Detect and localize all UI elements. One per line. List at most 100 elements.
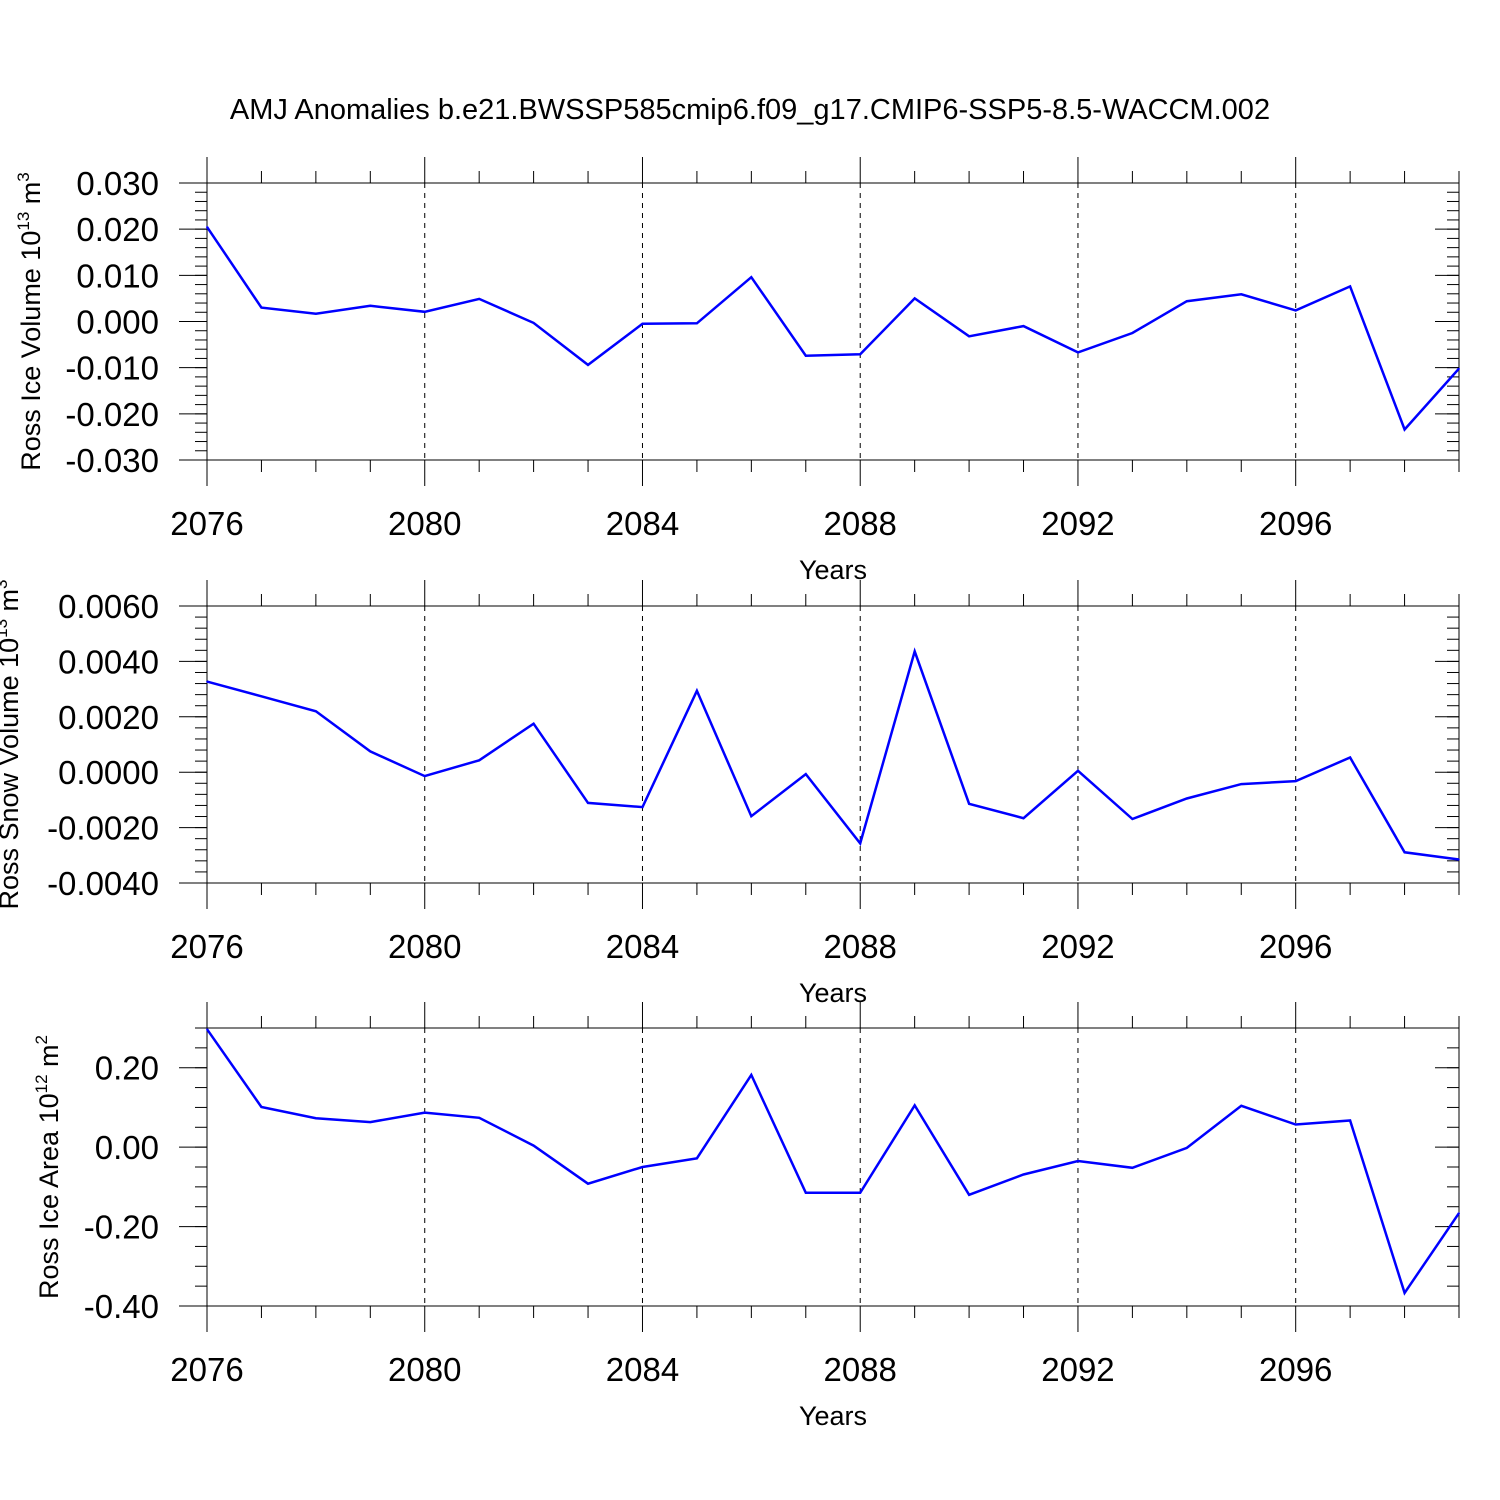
data-point	[750, 276, 753, 278]
y-axis-label-superscript: 13	[14, 212, 33, 231]
data-point	[859, 1192, 862, 1194]
data-point	[696, 322, 698, 325]
data-point	[206, 1028, 208, 1030]
data-point	[804, 354, 807, 357]
data-point	[1240, 293, 1243, 296]
data-point	[587, 802, 589, 804]
x-axis-label: Years	[799, 978, 867, 1008]
x-tick-label: 2080	[388, 1351, 461, 1388]
y-axis-label: Ross Ice Volume 1013 m3	[14, 172, 46, 471]
data-point	[587, 1182, 589, 1185]
y-axis-label-text: m	[16, 182, 46, 212]
x-tick-label: 2084	[606, 505, 679, 542]
data-point	[1240, 1105, 1243, 1107]
data-point	[423, 1111, 426, 1114]
data-point	[968, 335, 970, 338]
data-point	[696, 689, 698, 692]
plot-frame	[206, 605, 1460, 884]
data-point	[1458, 858, 1460, 861]
x-tick-label: 2096	[1259, 505, 1332, 542]
data-point	[1294, 780, 1297, 782]
data-point	[804, 1192, 807, 1194]
data-point	[532, 322, 535, 324]
data-point	[1131, 818, 1134, 820]
y-axis-label-superscript: 3	[14, 172, 33, 181]
x-tick-label: 2088	[824, 505, 897, 542]
y-axis-label-superscript: 13	[0, 619, 11, 638]
data-point	[1349, 285, 1351, 288]
y-axis-label-text: m	[34, 1044, 64, 1074]
y-tick-label: 0.000	[76, 304, 159, 341]
data-point	[532, 722, 535, 725]
y-tick-label: -0.020	[65, 396, 159, 433]
data-point	[1458, 367, 1460, 370]
data-point	[641, 1166, 644, 1168]
data-point	[478, 759, 480, 762]
y-axis-label-superscript: 2	[32, 1035, 51, 1044]
data-point	[423, 775, 426, 777]
data-point	[369, 1121, 372, 1123]
data-point	[1294, 1123, 1297, 1126]
data-point	[206, 680, 208, 683]
y-tick-label: -0.0040	[47, 865, 159, 902]
y-tick-label: 0.20	[95, 1050, 159, 1087]
data-point	[532, 1144, 535, 1147]
y-tick-label: -0.0020	[47, 810, 159, 847]
panel-1: 0.030 0.020 0.010 0.000 -0.010 -0.020 -0.030 20…	[14, 157, 1460, 585]
panel-2: 0.0060 0.0040 0.0020 0.0000 -0.0020 -0.0040 20…	[0, 579, 1460, 1008]
data-point	[804, 773, 807, 775]
data-point	[1131, 332, 1134, 334]
y-axis-label-superscript: 3	[0, 579, 11, 588]
data-point	[1186, 300, 1188, 302]
x-tick-label: 2092	[1041, 928, 1114, 965]
data-point	[478, 298, 480, 300]
y-tick-label: 0.0020	[58, 699, 159, 736]
data-point	[315, 710, 317, 713]
data-point	[478, 1116, 480, 1119]
data-point	[423, 311, 426, 313]
data-point	[913, 1104, 916, 1107]
data-point	[260, 1106, 263, 1108]
data-point	[260, 306, 263, 309]
y-axis-label-text: Ross Snow Volume 10	[0, 638, 24, 910]
data-point	[1077, 351, 1079, 354]
y-axis-label-superscript: 12	[32, 1074, 51, 1093]
panels: 0.0300.0200.0100.000-0.010-0.020-0.03020…	[0, 157, 1461, 1431]
data-point	[1403, 428, 1406, 431]
y-axis-label-text: m	[0, 589, 24, 619]
data-point	[641, 806, 644, 808]
data-point	[968, 1194, 970, 1196]
data-point	[315, 1117, 317, 1119]
x-tick-label: 2084	[606, 1351, 679, 1388]
y-axis-label: Ross Ice Area 1012 m2	[32, 1035, 64, 1299]
x-axis-label: Years	[799, 555, 867, 585]
y-tick-label: 0.0060	[58, 588, 159, 625]
x-axis-label: Years	[799, 1401, 867, 1431]
y-tick-label: -0.030	[65, 442, 159, 479]
x-tick-label: 2080	[388, 928, 461, 965]
data-point	[859, 353, 862, 356]
plot-frame	[206, 182, 1460, 461]
data-point	[587, 364, 589, 366]
data-point	[1022, 1173, 1025, 1176]
data-point	[1186, 1147, 1188, 1149]
data-point	[1294, 309, 1297, 312]
data-point	[913, 297, 916, 300]
series-line	[205, 1028, 1461, 1296]
series-line	[206, 647, 1460, 861]
y-tick-label: 0.010	[76, 257, 159, 294]
data-point	[1022, 817, 1025, 819]
x-tick-label: 2096	[1259, 1351, 1332, 1388]
data-point	[1131, 1166, 1134, 1169]
x-tick-label: 2076	[170, 1351, 243, 1388]
data-point	[1077, 770, 1079, 772]
chart-title: AMJ Anomalies b.e21.BWSSP585cmip6.f09_g1…	[230, 94, 1270, 126]
x-tick-label: 2092	[1041, 1351, 1114, 1388]
x-tick-label: 2088	[824, 928, 897, 965]
data-point	[1186, 797, 1188, 800]
x-tick-label: 2092	[1041, 505, 1114, 542]
y-tick-label: 0.0040	[58, 643, 159, 680]
data-point	[641, 323, 644, 325]
plot-frame	[206, 1027, 1460, 1307]
